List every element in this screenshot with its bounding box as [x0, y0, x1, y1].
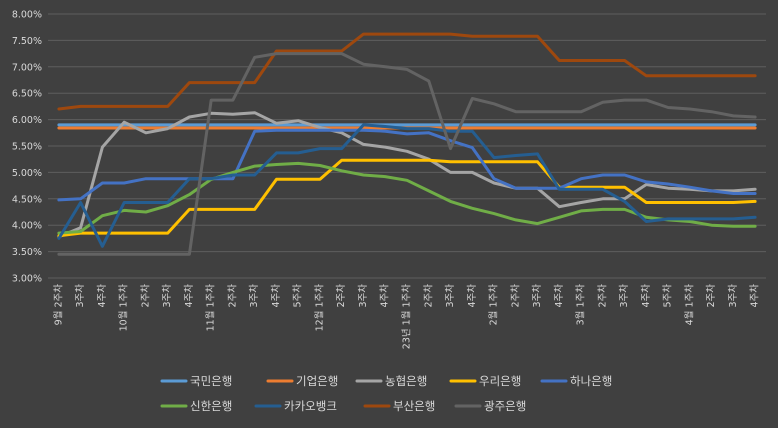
legend-label: 하나은행: [570, 374, 612, 388]
x-axis-tick-labels: 9월 2주차 3주차 4주차 10월 1주차 2주차 3주차 4주차 11월 1주차 2주차 3주…: [52, 284, 760, 349]
legend-item: 카카오뱅크: [254, 399, 337, 413]
x-tick-label: 2주차: [139, 284, 151, 308]
legend-item: 기업은행: [266, 374, 338, 388]
x-tick-label: 3주차: [727, 284, 739, 308]
legend-label: 우리은행: [479, 374, 521, 388]
y-tick-label: 3.50%: [12, 247, 42, 258]
x-tick-label: 2주차: [226, 284, 238, 308]
x-tick-label: 2주차: [596, 284, 608, 308]
x-tick-label: 4주차: [96, 284, 108, 308]
x-tick-label: 11월 1주차: [205, 284, 217, 332]
x-tick-label: 2주차: [422, 284, 434, 308]
x-tick-label: 4주차: [553, 284, 565, 308]
x-tick-label: 10월 1주차: [118, 284, 130, 332]
legend-item: 농협은행: [355, 374, 427, 388]
legend-label: 국민은행: [190, 374, 232, 388]
x-tick-label: 4주차: [466, 284, 478, 308]
gridlines: [48, 13, 766, 279]
x-tick-label: 4주차: [183, 284, 195, 308]
legend-item: 우리은행: [449, 374, 521, 388]
x-tick-label: 3주차: [161, 284, 173, 308]
x-tick-label: 4주차: [640, 284, 652, 308]
x-tick-label: 3주차: [357, 284, 369, 308]
legend-label: 광주은행: [484, 399, 526, 413]
x-tick-label: 3주차: [248, 284, 260, 308]
x-tick-label: 3주차: [74, 284, 86, 308]
series-line: [57, 128, 757, 202]
x-tick-label: 9월 2주차: [52, 284, 64, 326]
y-tick-label: 6.00%: [12, 115, 42, 126]
x-tick-label: 3주차: [444, 284, 456, 308]
y-tick-label: 3.00%: [12, 274, 42, 285]
series-line: [57, 158, 757, 238]
legend-label: 부산은행: [393, 399, 435, 413]
series-line: [57, 32, 757, 111]
series-line: [57, 161, 757, 235]
y-tick-label: 6.50%: [12, 89, 42, 100]
x-tick-label: 23년 1월 1주차: [401, 284, 413, 349]
x-tick-label: 4월 1주차: [683, 284, 695, 326]
series-lines: [57, 32, 757, 256]
x-tick-label: 5주차: [662, 284, 674, 308]
x-tick-label: 2주차: [705, 284, 717, 308]
y-tick-label: 7.00%: [12, 62, 42, 73]
x-tick-label: 4주차: [270, 284, 282, 308]
legend-label: 카카오뱅크: [284, 399, 337, 413]
legend-item: 부산은행: [363, 399, 435, 413]
x-tick-label: 3주차: [531, 284, 543, 308]
x-tick-label: 4주차: [749, 284, 761, 308]
x-tick-label: 3월 1주차: [575, 284, 587, 326]
y-tick-label: 8.00%: [12, 10, 42, 21]
y-tick-label: 4.00%: [12, 221, 42, 232]
x-tick-label: 2주차: [335, 284, 347, 308]
x-tick-label: 2월 1주차: [488, 284, 500, 326]
x-tick-label: 2주차: [509, 284, 521, 308]
legend-item: 신한은행: [160, 399, 232, 413]
y-axis-tick-labels: 3.00% 3.50% 4.00% 4.50% 5.00% 5.50% 6.00% 6.50%…: [12, 10, 42, 285]
x-tick-label: 12월 1주차: [313, 284, 325, 332]
legend-item: 하나은행: [540, 374, 612, 388]
x-tick-label: 3주차: [618, 284, 630, 308]
legend-label: 신한은행: [190, 399, 232, 413]
legend-item: 광주은행: [454, 399, 526, 413]
legend-label: 농협은행: [385, 374, 427, 388]
y-tick-label: 7.50%: [12, 36, 42, 47]
series-line: [57, 52, 757, 256]
x-tick-label: 4주차: [379, 284, 391, 308]
x-tick-label: 5주차: [292, 284, 304, 308]
y-tick-label: 4.50%: [12, 194, 42, 205]
legend-label: 기업은행: [296, 374, 338, 388]
series-line: [57, 111, 757, 239]
series-line: [57, 123, 757, 248]
y-tick-label: 5.50%: [12, 142, 42, 153]
y-tick-label: 5.00%: [12, 168, 42, 179]
legend-item: 국민은행: [160, 374, 232, 388]
